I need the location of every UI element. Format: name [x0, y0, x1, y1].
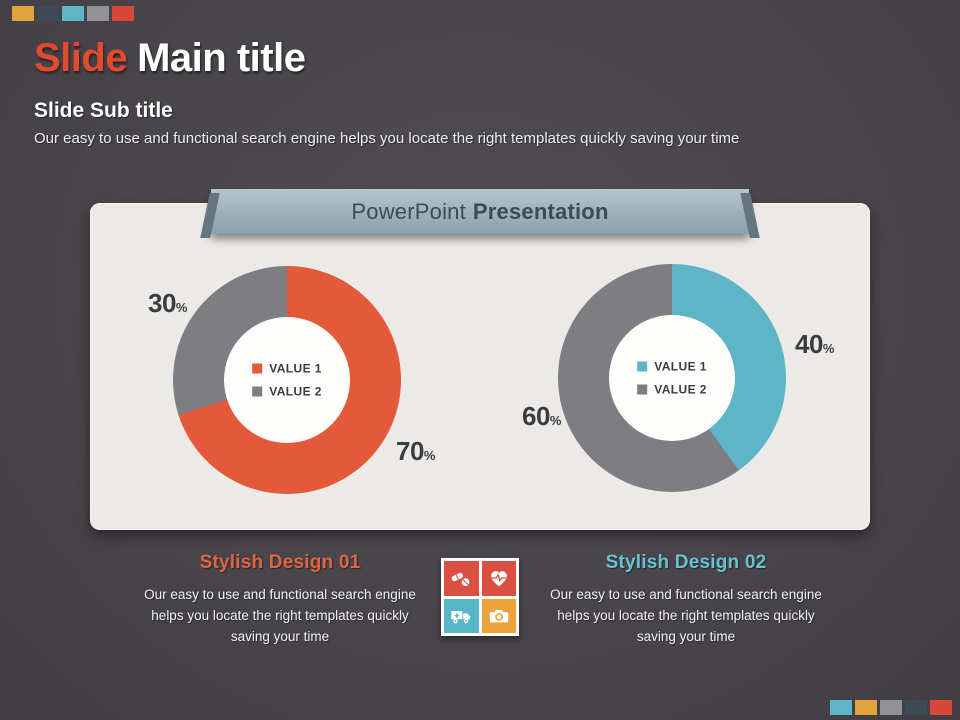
caption-card-1: Stylish Design 01 Our easy to use and fu…	[130, 552, 430, 648]
percent-sign: %	[822, 341, 835, 356]
data-label-value: 60	[522, 401, 550, 431]
legend-label: VALUE 2	[269, 384, 322, 399]
page-title-rest: Main title	[137, 36, 306, 80]
content-panel: VALUE 1 VALUE 2 VALUE 1 VALUE 2	[90, 203, 870, 530]
data-label-30: 30%	[148, 288, 187, 319]
caption-card-2: Stylish Design 02 Our easy to use and fu…	[536, 552, 836, 648]
page-subtitle: Slide Sub title	[34, 99, 173, 122]
decor-square	[855, 700, 877, 715]
data-label-value: 70	[396, 436, 424, 466]
caption-description-1: Our easy to use and functional search en…	[144, 587, 416, 644]
data-label-40: 40%	[795, 329, 834, 360]
decor-square	[905, 700, 927, 715]
decor-square	[12, 6, 34, 21]
percent-sign: %	[423, 448, 436, 463]
decor-strip-bottom	[830, 700, 952, 715]
caption-description-2: Our easy to use and functional search en…	[550, 587, 822, 644]
legend-swatch	[252, 363, 263, 374]
decor-square	[62, 6, 84, 21]
chart-2-legend: VALUE 1 VALUE 2	[637, 360, 707, 397]
data-label-value: 40	[795, 329, 823, 359]
banner-text-normal: PowerPoint	[351, 198, 466, 224]
heartbeat-icon	[481, 561, 516, 596]
donut-chart-1: VALUE 1 VALUE 2	[173, 266, 401, 494]
camera-icon	[481, 598, 516, 633]
decor-square	[830, 700, 852, 715]
decor-square	[87, 6, 109, 21]
legend-item: VALUE 2	[637, 383, 707, 397]
chart-1-legend: VALUE 1 VALUE 2	[252, 362, 322, 399]
donut-chart-2: VALUE 1 VALUE 2	[558, 264, 786, 492]
data-label-60: 60%	[522, 401, 561, 432]
decor-square	[37, 6, 59, 21]
decor-square	[880, 700, 902, 715]
legend-label: VALUE 1	[269, 361, 322, 376]
decor-square	[112, 6, 134, 21]
ambulance-icon	[444, 598, 479, 633]
caption-title-2: Stylish Design 02	[605, 552, 767, 573]
data-label-value: 30	[148, 288, 176, 318]
legend-swatch	[637, 384, 648, 395]
legend-label: VALUE 2	[654, 382, 707, 397]
legend-label: VALUE 1	[654, 359, 707, 374]
page-lead-text: Our easy to use and functional search en…	[34, 130, 740, 147]
legend-item: VALUE 2	[252, 385, 322, 399]
data-label-70: 70%	[396, 436, 435, 467]
decor-square	[930, 700, 952, 715]
legend-item: VALUE 1	[252, 362, 322, 376]
page-title-accent: Slide	[34, 36, 128, 80]
legend-swatch	[252, 386, 263, 397]
icon-tile-grid	[441, 558, 519, 636]
caption-title-1: Stylish Design 01	[199, 552, 361, 573]
legend-swatch	[637, 361, 648, 372]
pills-icon	[444, 561, 479, 596]
banner-text-bold: Presentation	[472, 198, 609, 224]
percent-sign: %	[549, 413, 562, 428]
banner-ribbon: PowerPoint Presentation	[211, 189, 749, 234]
percent-sign: %	[175, 300, 188, 315]
legend-item: VALUE 1	[637, 360, 707, 374]
decor-strip-top	[12, 6, 134, 21]
page-title: Slide Main title	[34, 36, 306, 81]
